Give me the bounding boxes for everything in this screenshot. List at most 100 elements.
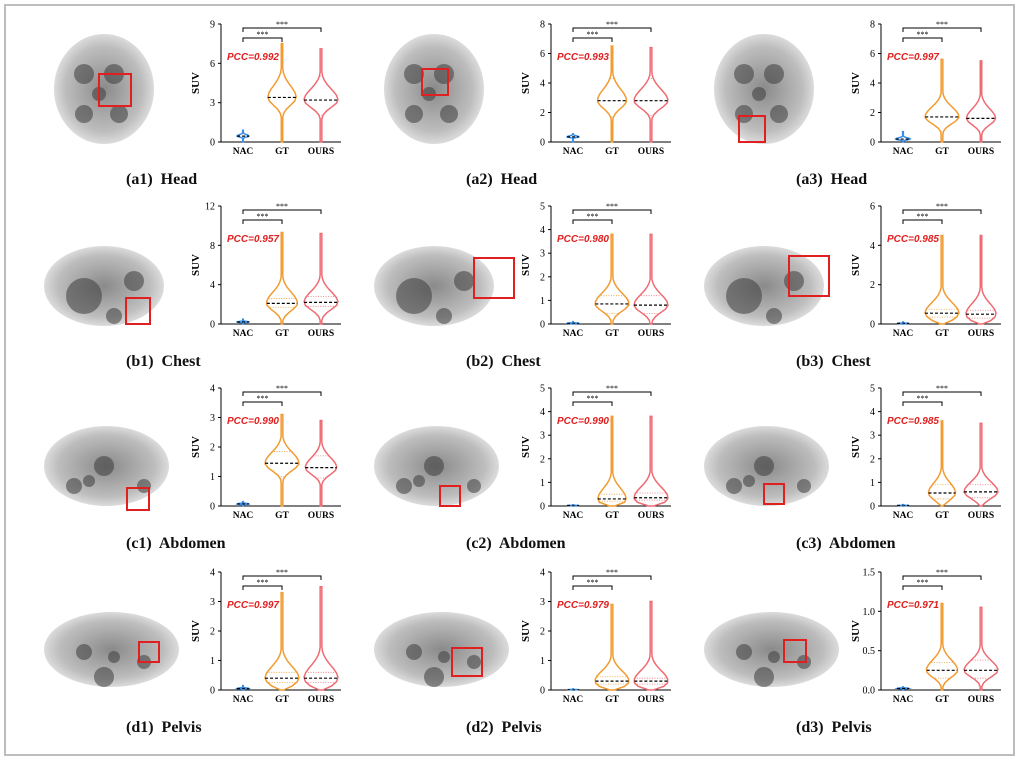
y-tick-label: 5: [870, 384, 875, 395]
x-category-label: NAC: [233, 147, 254, 157]
significance-bracket: [902, 401, 943, 406]
y-tick-label: 8: [210, 241, 215, 252]
y-tick-label: 0: [540, 138, 545, 149]
x-category-label: GT: [935, 511, 949, 521]
y-axis-label: SUV: [520, 254, 532, 276]
y-tick-label: 0.5: [863, 646, 876, 657]
x-category-label: NAC: [233, 511, 254, 521]
y-tick-label: 0.0: [863, 686, 876, 697]
violin-chart-c1: 0 1 2 3 4 SUV NAC GT OURS *** *** PCC=0.990: [190, 384, 341, 521]
y-tick-label: 4: [210, 384, 215, 395]
roi-box: [451, 647, 483, 677]
y-tick-label: 4: [870, 407, 875, 418]
x-category-label: GT: [275, 695, 289, 705]
pet-slice-image: [704, 612, 839, 687]
x-category-label: GT: [605, 695, 619, 705]
x-category-label: NAC: [893, 329, 914, 339]
significance-bracket: [902, 575, 982, 580]
significance-bracket: [242, 27, 322, 32]
y-tick-label: 3: [540, 597, 545, 608]
pcc-annotation: PCC=0.979: [557, 600, 609, 611]
y-tick-label: 5: [540, 384, 545, 395]
x-category-label: GT: [605, 511, 619, 521]
panel-c1: 0 1 2 3 4 SUV NAC GT OURS *** *** PCC=0.990 (c1) Abd…: [26, 378, 356, 563]
panel-caption: (d1) Pelvis: [126, 719, 202, 736]
violin-ours: [633, 46, 669, 143]
significance-label: ***: [936, 202, 948, 211]
panel-b1: 0 4 8 12 SUV NAC GT OURS *** *** PCC=0.957 (b1) Che…: [26, 196, 356, 381]
significance-bracket: [242, 391, 322, 396]
x-category-label: OURS: [968, 695, 994, 705]
y-tick-label: 2: [210, 443, 215, 454]
panel-d3: 0.0 0.5 1.0 1.5 SUV NAC GT OURS *** *** PCC=0.971 (…: [686, 562, 1016, 747]
roi-box: [125, 297, 151, 325]
violin-gt: [267, 42, 297, 143]
significance-bracket: [572, 209, 652, 214]
x-category-label: NAC: [563, 511, 584, 521]
roi-box: [439, 485, 461, 507]
pcc-annotation: PCC=0.971: [887, 600, 939, 611]
y-tick-label: 3: [870, 431, 875, 442]
x-category-label: NAC: [893, 695, 914, 705]
x-category-label: OURS: [968, 147, 994, 157]
x-category-label: NAC: [233, 695, 254, 705]
y-tick-label: 2: [540, 454, 545, 465]
y-tick-label: 1.0: [863, 607, 876, 618]
x-category-label: OURS: [638, 511, 664, 521]
violin-chart-b3: 0 2 4 6 SUV NAC GT OURS *** *** PCC=0.985: [850, 202, 1001, 339]
y-tick-label: 1: [870, 478, 875, 489]
significance-label: ***: [606, 202, 618, 211]
significance-label: ***: [936, 568, 948, 577]
y-tick-label: 0: [540, 320, 545, 331]
violin-ours: [633, 415, 669, 507]
significance-label: ***: [276, 568, 288, 577]
significance-bracket: [242, 219, 283, 224]
significance-label: ***: [276, 202, 288, 211]
y-tick-label: 2: [870, 280, 875, 291]
significance-bracket: [242, 585, 283, 590]
panel-b3: 0 2 4 6 SUV NAC GT OURS *** *** PCC=0.985 (b3) Ches…: [686, 196, 1016, 381]
pet-slice-image: [704, 246, 830, 326]
y-tick-label: 1: [540, 478, 545, 489]
violin-ours: [303, 586, 339, 691]
panel-a2: 0 2 4 6 8 SUV NAC GT OURS *** *** PCC=0.993 (a2) Hea…: [356, 14, 686, 199]
y-tick-label: 6: [210, 59, 215, 70]
y-tick-label: 2: [870, 454, 875, 465]
roi-box: [473, 257, 515, 299]
y-tick-label: 4: [540, 407, 545, 418]
pcc-annotation: PCC=0.980: [557, 234, 609, 245]
y-tick-label: 3: [540, 431, 545, 442]
significance-label: ***: [917, 394, 929, 403]
x-category-label: GT: [935, 147, 949, 157]
y-tick-label: 5: [540, 202, 545, 213]
pcc-annotation: PCC=0.992: [227, 52, 279, 63]
significance-bracket: [572, 575, 652, 580]
pet-slice-image: [374, 246, 515, 326]
y-tick-label: 0: [870, 138, 875, 149]
pcc-annotation: PCC=0.993: [557, 52, 609, 63]
panel-caption: (b1) Chest: [126, 353, 201, 370]
y-tick-label: 4: [540, 568, 545, 579]
y-tick-label: 3: [210, 597, 215, 608]
x-category-label: GT: [935, 329, 949, 339]
y-tick-label: 0: [210, 686, 215, 697]
y-tick-label: 2: [870, 108, 875, 119]
panel-caption: (a3) Head: [796, 171, 868, 188]
panel-caption: (c3) Abdomen: [796, 535, 896, 552]
significance-label: ***: [606, 20, 618, 29]
significance-bracket: [572, 219, 613, 224]
x-category-label: OURS: [638, 329, 664, 339]
significance-label: ***: [257, 578, 269, 587]
significance-label: ***: [936, 20, 948, 29]
x-category-label: GT: [605, 147, 619, 157]
panel-caption: (d3) Pelvis: [796, 719, 872, 736]
x-category-label: OURS: [308, 511, 334, 521]
violin-gt: [597, 415, 627, 507]
pet-slice-image: [374, 612, 509, 687]
significance-label: ***: [257, 30, 269, 39]
violin-chart-a1: 0 3 6 9 SUV NAC GT OURS *** *** PCC=0.992: [190, 20, 341, 157]
y-tick-label: 0: [540, 686, 545, 697]
significance-bracket: [242, 37, 283, 42]
panel-a3: 0 2 4 6 8 SUV NAC GT OURS *** *** PCC=0.997 (a3) Hea…: [686, 14, 1016, 199]
y-tick-label: 8: [870, 20, 875, 31]
